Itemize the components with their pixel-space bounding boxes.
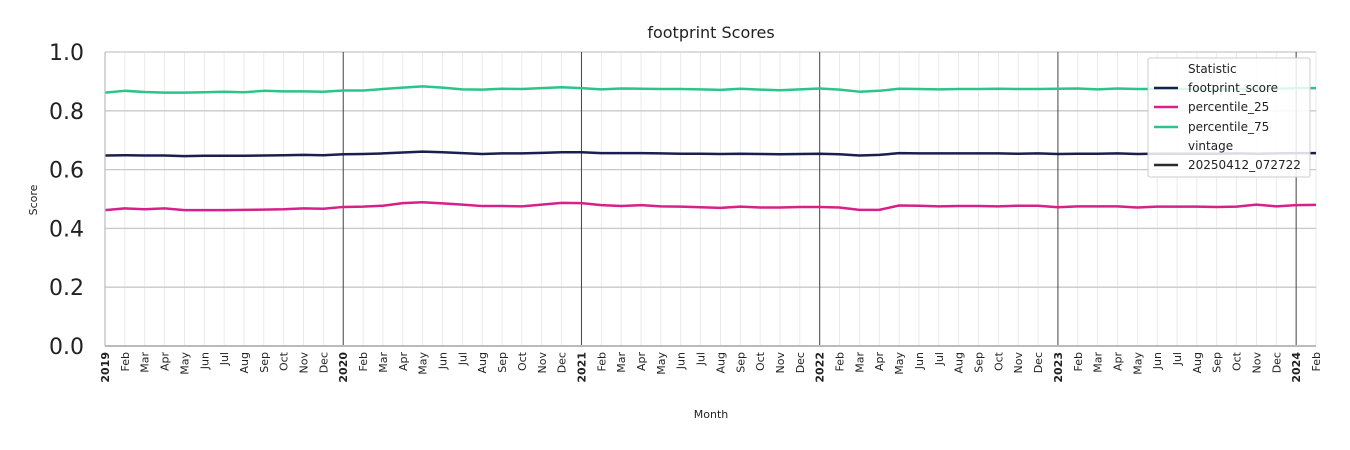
legend-entry-percentile-75: percentile_75 [1188,120,1269,134]
x-tick-label: Feb [357,352,370,371]
y-axis-label: Score [27,184,40,215]
x-tick-label: Dec [1032,352,1045,373]
x-tick-label: Sep [496,352,509,373]
x-tick-label: Aug [1191,352,1204,373]
x-tick-label: Aug [714,352,727,373]
legend-title: Statistic [1188,62,1237,76]
legend-entry-footprint-score: footprint_score [1188,81,1278,95]
grid [104,51,1317,346]
x-tick-label: Mar [853,352,866,373]
series-lines [104,85,1317,212]
x-tick-label: Mar [615,352,628,373]
x-tick-label: Nov [1012,352,1025,374]
x-tick-label: Jul [933,352,946,366]
x-tick-label: Jul [1171,352,1184,366]
x-tick-label: 2021 [575,352,588,383]
x-tick-label: 2019 [99,352,112,383]
x-tick-label: Feb [595,352,608,371]
legend-entry-percentile-25: percentile_25 [1188,100,1269,114]
y-tick-label: 0.8 [49,100,84,125]
x-tick-label: Dec [1270,352,1283,373]
x-tick-label: Jul [456,352,469,366]
x-tick-label: 2020 [337,352,350,383]
x-tick-label: Mar [1092,352,1105,373]
x-tick-label: Jun [675,352,688,370]
x-tick-label: Apr [873,352,886,372]
x-tick-label: May [417,352,430,375]
y-tick-labels: 0.0 0.2 0.4 0.6 0.8 1.0 [49,41,84,360]
x-tick-label: Apr [635,352,648,372]
series-line-footprint-score [104,150,1316,158]
series-line-percentile-25 [104,200,1317,212]
x-axis-label: Month [694,408,729,421]
x-tick-label: Jun [436,352,449,370]
x-tick-label: Jun [1151,352,1164,370]
x-tick-label: Aug [476,352,489,373]
x-tick-label: 2022 [814,352,827,383]
x-tick-label: Apr [1111,352,1124,372]
x-tick-label: May [893,352,906,375]
x-tick-label: Oct [754,351,767,371]
chart-title: footprint Scores [647,23,774,42]
x-tick-label: Feb [1310,352,1323,371]
x-tick-label: Sep [734,352,747,373]
x-tick-label: 2024 [1290,352,1303,383]
x-tick-label: Aug [953,352,966,373]
x-tick-label: May [1131,352,1144,375]
y-tick-label: 0.2 [49,276,84,301]
axes [104,52,1316,347]
x-tick-labels: 2019 Feb Mar Apr May Jun Jul Aug Sep Oct Nov Dec 202… [99,351,1323,382]
x-tick-label: Jun [198,352,211,370]
x-tick-label: Oct [992,351,1005,371]
x-tick-label: May [655,352,668,375]
x-tick-label: Sep [1211,352,1224,373]
x-tick-label: Feb [834,352,847,371]
x-tick-label: Nov [536,352,549,374]
x-tick-label: Oct [516,351,529,371]
legend-subtitle: vintage [1188,139,1233,153]
x-tick-label: Apr [397,352,410,372]
x-tick-label: Oct [1231,351,1244,371]
x-tick-label: Dec [794,352,807,373]
x-tick-label: Mar [139,352,152,373]
x-tick-label: Mar [377,352,390,373]
x-tick-label: Jul [695,352,708,366]
x-tick-label: Apr [159,352,172,372]
x-tick-label: Sep [258,352,271,373]
legend-entry-vintage: 20250412_072722 [1188,158,1301,172]
x-tick-label: Sep [973,352,986,373]
x-tick-label: Jun [913,352,926,370]
x-tick-label: Oct [278,351,291,371]
x-tick-label: Dec [317,352,330,373]
x-tick-label: Feb [1072,352,1085,371]
x-tick-label: Feb [119,352,132,371]
x-tick-label: Dec [556,352,569,373]
x-tick-label: Jul [218,352,231,366]
y-tick-label: 1.0 [49,41,84,66]
x-tick-label: Nov [1250,352,1263,374]
x-tick-label: 2023 [1052,352,1065,383]
series-line-percentile-75 [104,85,1316,94]
y-tick-label: 0.4 [49,217,84,242]
legend: Statistic footprint_score percentile_25 … [1147,57,1311,178]
y-tick-label: 0.6 [49,159,84,184]
x-tick-label: Nov [298,352,311,374]
legend-box [1147,57,1311,178]
x-tick-label: May [178,352,191,375]
y-tick-label: 0.0 [49,335,84,360]
x-tick-label: Nov [774,352,787,374]
x-tick-label: Aug [238,352,251,373]
